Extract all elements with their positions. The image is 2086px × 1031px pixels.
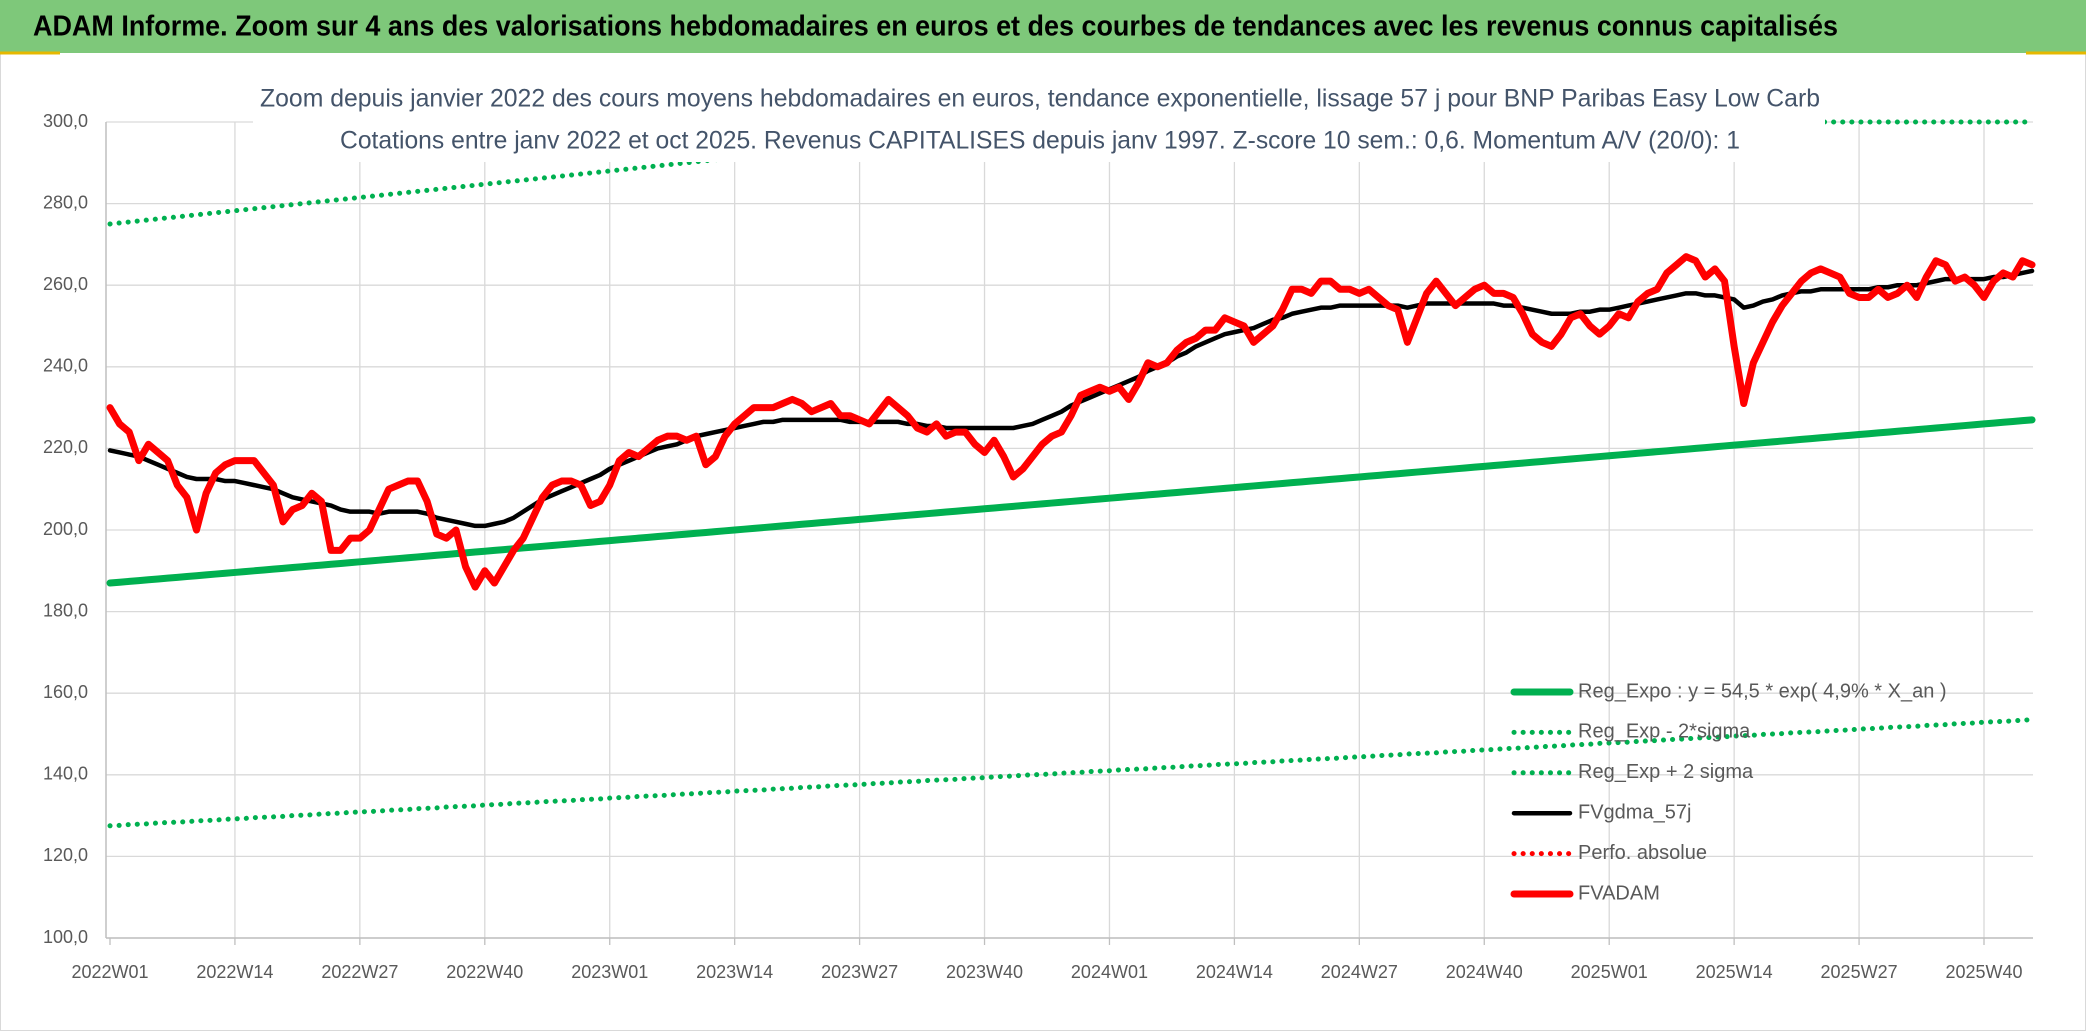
y-tick-label: 180,0 <box>43 600 88 620</box>
title-bar <box>0 0 2086 53</box>
chart-subtitle: Zoom depuis janvier 2022 des cours moyen… <box>260 85 1820 113</box>
x-tick-label: 2023W01 <box>571 962 648 982</box>
x-tick-label: 2023W40 <box>946 962 1023 982</box>
legend-label: Perfo. absolue <box>1578 842 1707 864</box>
series-line <box>107 717 2035 829</box>
y-tick-label: 280,0 <box>43 192 88 212</box>
x-tick-label: 2025W40 <box>1945 962 2022 982</box>
x-tick-label: 2023W27 <box>821 962 898 982</box>
x-tick-label: 2024W01 <box>1071 962 1148 982</box>
y-tick-label: 300,0 <box>43 111 88 131</box>
y-tick-label: 120,0 <box>43 845 88 865</box>
y-tick-label: 220,0 <box>43 437 88 457</box>
x-tick-label: 2023W14 <box>696 962 773 982</box>
y-tick-label: 160,0 <box>43 682 88 702</box>
x-tick-label: 2024W40 <box>1446 962 1523 982</box>
legend: Reg_Expo : y = 54,5 * exp( 4,9% * X_an )… <box>1510 680 1947 904</box>
y-tick-label: 140,0 <box>43 764 88 784</box>
x-tick-label: 2024W27 <box>1321 962 1398 982</box>
subtitle-box <box>253 80 1825 162</box>
x-tick-label: 2022W40 <box>446 962 523 982</box>
x-tick-label: 2022W27 <box>321 962 398 982</box>
series-line <box>106 416 2036 587</box>
legend-label: FVADAM <box>1578 882 1660 904</box>
y-tick-label: 240,0 <box>43 356 88 376</box>
y-tick-label: 200,0 <box>43 519 88 539</box>
chart-subtitle: Cotations entre janv 2022 et oct 2025. R… <box>340 127 1740 155</box>
series-line <box>106 253 2036 591</box>
x-tick-label: 2025W01 <box>1571 962 1648 982</box>
chart-title: ADAM Informe. Zoom sur 4 ans des valoris… <box>33 11 1838 43</box>
x-tick-label: 2025W14 <box>1696 962 1773 982</box>
x-tick-label: 2022W14 <box>196 962 273 982</box>
x-tick-label: 2024W14 <box>1196 962 1273 982</box>
legend-label: Reg_Exp + 2 sigma <box>1578 761 1754 783</box>
x-tick-label: 2022W01 <box>71 962 148 982</box>
legend-label: FVgdma_57j <box>1578 801 1691 823</box>
y-tick-label: 100,0 <box>43 927 88 947</box>
y-tick-label: 260,0 <box>43 274 88 294</box>
legend-label: Reg_Expo : y = 54,5 * exp( 4,9% * X_an ) <box>1578 680 1947 702</box>
legend-label: Reg_Exp - 2*sigma <box>1578 721 1751 743</box>
x-tick-label: 2025W27 <box>1821 962 1898 982</box>
